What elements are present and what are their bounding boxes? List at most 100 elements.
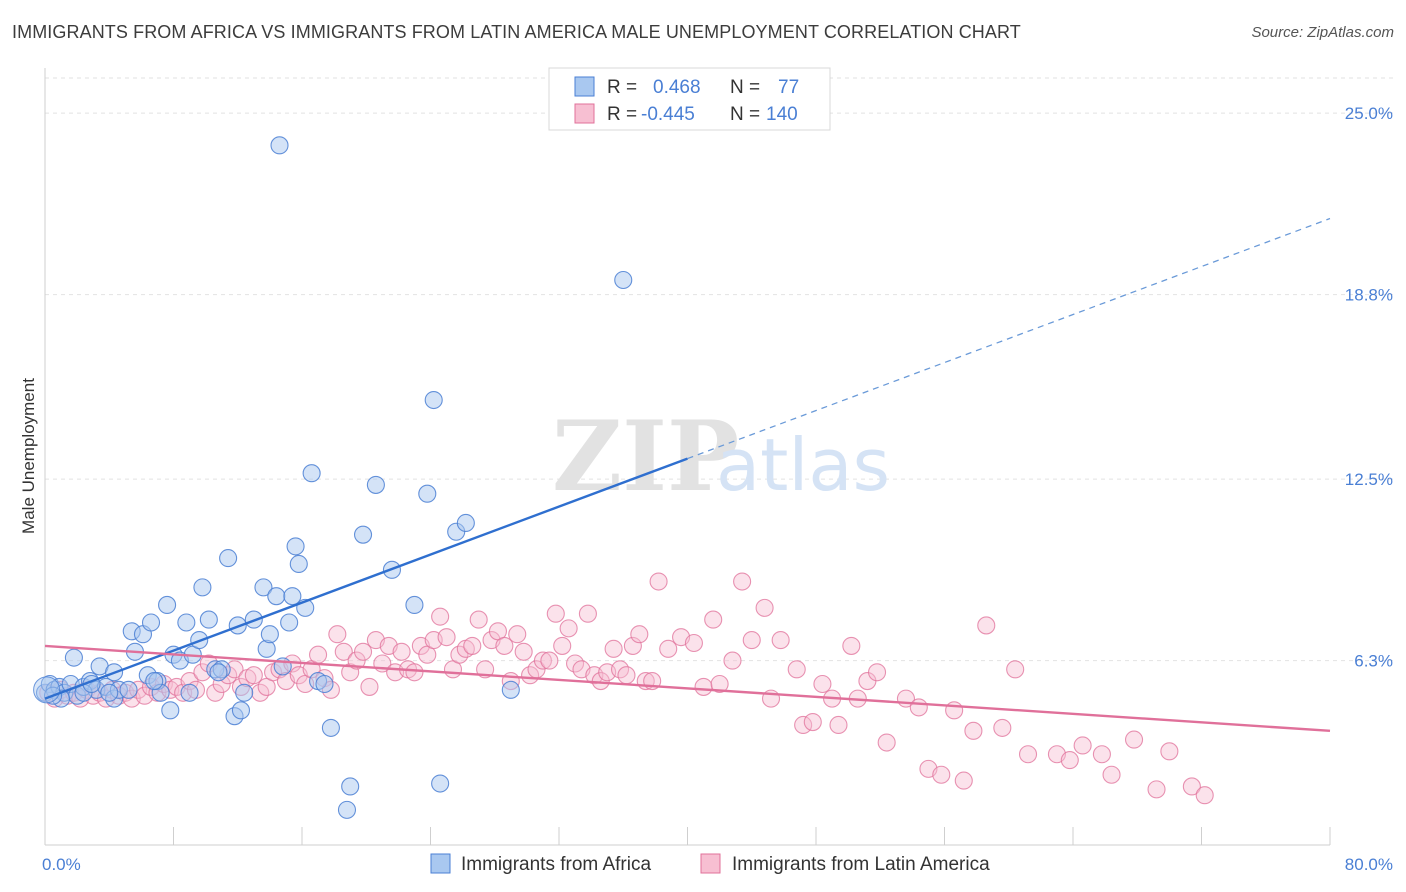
data-point-africa [614,270,633,290]
series-latin-america-points [39,572,1214,805]
data-point-africa [456,513,475,533]
data-point-latin-america [704,610,723,629]
data-point-latin-america [431,607,450,626]
chart-title: IMMIGRANTS FROM AFRICA VS IMMIGRANTS FRO… [12,22,1021,42]
data-point-africa [267,587,286,606]
data-point-latin-america [617,666,636,685]
data-point-latin-america [733,572,752,591]
data-point-latin-america [244,666,263,685]
data-point-latin-america [469,610,488,629]
data-point-africa [177,613,196,632]
trend-line-latin-america [44,644,1331,733]
data-point-africa [257,639,276,658]
data-point-latin-america [1195,786,1214,805]
data-point-africa [119,680,138,699]
data-point-latin-america [659,639,678,658]
bottom-legend-swatch-africa [430,853,451,874]
data-point-latin-america [559,619,578,638]
axes [44,68,1331,846]
data-point-latin-america [755,598,774,617]
data-point-latin-america [514,642,533,661]
data-point-latin-america [964,721,983,740]
data-point-africa [199,610,218,629]
watermark: ZIP atlas [552,400,890,513]
y-tick-label: 6.3% [1354,652,1393,671]
y-axis-label: Male Unemployment [19,378,38,534]
data-point-latin-america [694,677,713,696]
data-point-latin-america [546,604,565,623]
data-point-latin-america [405,663,424,682]
data-point-africa [424,390,443,410]
legend-swatch-blue [574,76,595,97]
data-point-africa [260,625,279,644]
data-point-africa [289,554,308,574]
legend-r-value-2: -0.445 [641,104,695,125]
data-point-latin-america [1092,745,1111,764]
data-point-latin-america [463,636,482,655]
x-tick-label: 0.0% [42,855,81,874]
series-africa-points [33,136,633,819]
data-point-africa [161,701,180,720]
watermark-atlas: atlas [716,423,890,507]
data-point-latin-america [1147,780,1166,799]
data-point-latin-america [993,718,1012,737]
data-point-latin-america [495,636,514,655]
data-point-latin-america [309,645,328,664]
data-point-latin-america [1060,751,1079,770]
data-point-africa [337,800,357,819]
data-point-africa [231,701,251,720]
data-point-latin-america [842,636,861,655]
data-point-latin-america [341,663,360,682]
gridlines [45,77,1395,662]
data-point-latin-america [1182,777,1201,796]
trend-line-africa-extension [687,217,1331,460]
data-point-africa [219,549,238,568]
stats-legend: R = 0.468 N = 77 R = -0.445 N = 140 [548,67,831,131]
data-point-latin-america [1006,660,1025,679]
data-point-africa [286,537,305,556]
data-point-latin-america [508,625,527,644]
trend-line-africa [44,457,688,700]
data-point-africa [280,613,299,632]
legend-r-label-1: R = [607,77,637,98]
data-point-latin-america [742,631,761,650]
data-point-latin-america [771,631,790,650]
x-tick-label: 80.0% [1345,855,1393,874]
data-point-latin-america [1102,765,1121,784]
bottom-legend-label-latin-america: Immigrants from Latin America [732,854,990,875]
data-point-latin-america [932,765,951,784]
data-point-africa [341,777,360,796]
legend-n-label-2: N = [730,104,760,125]
data-point-latin-america [353,642,373,661]
source-credit: Source: ZipAtlas.com [1251,24,1394,41]
data-point-latin-america [723,651,742,670]
y-tick-label: 18.8% [1345,286,1393,305]
data-point-latin-america [710,674,729,694]
data-point-africa [405,595,424,614]
data-point-africa [302,464,321,483]
bottom-legend-label-africa: Immigrants from Africa [461,854,651,875]
data-point-africa [366,475,385,494]
legend-swatch-pink [574,103,595,124]
data-point-latin-america [540,651,559,670]
data-point-latin-america [649,572,668,591]
legend-n-value-1: 77 [778,77,799,98]
watermark-zip: ZIP [552,400,739,513]
data-point-latin-america [1124,730,1144,749]
data-point-africa [100,683,119,702]
data-point-latin-america [877,733,896,752]
data-point-africa [431,774,450,793]
bottom-legend-swatch-latin-america [700,853,721,874]
y-tick-label: 25.0% [1345,104,1393,123]
data-point-latin-america [867,663,887,682]
data-point-latin-america [623,636,642,655]
legend-n-label-1: N = [730,77,760,98]
data-point-latin-america [945,701,964,720]
data-point-africa [64,648,83,667]
data-point-africa [158,595,177,614]
data-point-latin-america [1018,745,1038,764]
data-point-latin-america [392,642,411,661]
data-point-africa [283,587,302,606]
data-point-latin-america [684,633,703,653]
